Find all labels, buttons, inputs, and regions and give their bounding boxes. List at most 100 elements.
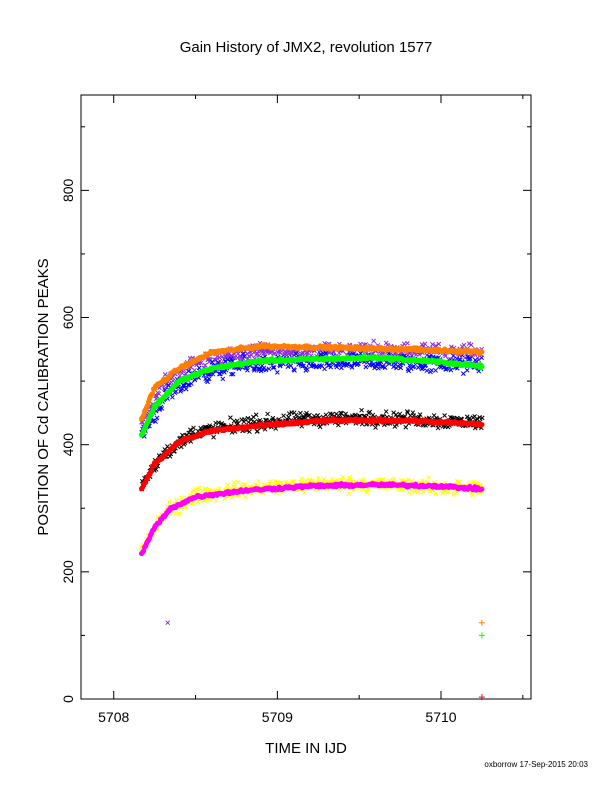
- chart-title: Gain History of JMX2, revolution 1577: [180, 39, 433, 56]
- data-point: [249, 352, 254, 358]
- data-point: [391, 476, 397, 482]
- data-point: [433, 491, 439, 496]
- data-point: [471, 479, 476, 485]
- data-point: [270, 365, 276, 370]
- data-point: [298, 410, 303, 416]
- data-point: [464, 367, 470, 373]
- data-point: [253, 412, 259, 418]
- data-point: [467, 356, 473, 361]
- data-point: [461, 371, 466, 376]
- data-point: [322, 366, 327, 372]
- data-point: [454, 356, 460, 362]
- data-point: [307, 412, 312, 418]
- data-point: [206, 376, 212, 382]
- data-point: [245, 367, 250, 373]
- data-point: [479, 415, 485, 421]
- data-point: [271, 365, 277, 370]
- data-point: [210, 371, 216, 377]
- data-point: [189, 381, 194, 387]
- data-point: [167, 499, 172, 505]
- data-point: [461, 342, 467, 348]
- data-point: [242, 417, 247, 422]
- data-point: [479, 355, 484, 361]
- data-point: [344, 361, 350, 367]
- data-point: [416, 352, 422, 357]
- data-point: [256, 478, 261, 484]
- data-point: [265, 411, 270, 417]
- series-5: [138, 416, 485, 492]
- data-point: [153, 419, 158, 424]
- data-point: [159, 406, 165, 411]
- data-point: [230, 371, 236, 377]
- data-point: [420, 489, 426, 495]
- data-point: [243, 494, 248, 500]
- data-point: [173, 389, 179, 394]
- x-tick-label: 5708: [98, 709, 129, 725]
- x-axis-label: TIME IN IJD: [265, 740, 347, 757]
- data-point: [452, 490, 457, 496]
- data-point: [328, 364, 334, 370]
- data-point: [407, 363, 412, 368]
- data-point: [149, 391, 156, 397]
- data-point: [179, 386, 185, 392]
- data-point: [358, 341, 363, 347]
- data-point: [174, 498, 179, 503]
- data-point: [192, 377, 198, 383]
- data-point: [202, 487, 208, 492]
- y-tick-label: 800: [60, 178, 76, 202]
- data-point: [317, 424, 323, 430]
- data-point: [263, 417, 268, 423]
- data-point: [272, 350, 278, 356]
- data-point: [211, 434, 216, 440]
- x-tick-label: 5709: [262, 709, 293, 725]
- data-point: [417, 412, 423, 417]
- data-point: [240, 351, 246, 357]
- data-point: [213, 498, 219, 503]
- data-point: [252, 366, 258, 372]
- data-point: [300, 350, 306, 356]
- data-point: [215, 360, 221, 365]
- data-point: [209, 359, 215, 365]
- data-point: [179, 495, 185, 500]
- data-point: [177, 511, 182, 516]
- data-point: [288, 363, 294, 369]
- data-point: [263, 367, 269, 373]
- data-point: [426, 475, 431, 481]
- data-point: [230, 495, 235, 500]
- data-point: [470, 492, 476, 498]
- data-point: [173, 510, 179, 516]
- y-axis-label: POSITION OF Cd CALIBRATION PEAKS: [35, 258, 52, 535]
- data-point: [442, 413, 447, 418]
- data-point: [321, 476, 327, 482]
- series-2: [138, 341, 485, 422]
- outliers: [165, 619, 485, 701]
- data-point: [202, 362, 208, 368]
- data-point: [433, 368, 438, 373]
- data-point: [266, 366, 272, 372]
- data-point: [445, 489, 451, 495]
- data-point: [323, 350, 329, 356]
- data-point: [293, 351, 299, 357]
- data-point: [153, 467, 159, 472]
- data-point: [281, 413, 286, 419]
- y-tick-label: 600: [60, 306, 76, 330]
- data-point: [448, 367, 454, 373]
- data-point: [301, 489, 307, 495]
- data-point: [346, 491, 352, 496]
- y-tick-label: 400: [60, 433, 76, 457]
- data-point: [363, 364, 369, 370]
- data-point: [225, 482, 230, 488]
- data-point: [405, 340, 410, 346]
- data-point: [315, 413, 321, 418]
- data-point: [182, 383, 187, 388]
- data-point: [466, 356, 472, 362]
- data-point: [186, 430, 192, 436]
- data-point: [140, 412, 147, 419]
- data-point: [304, 410, 309, 416]
- data-point: [190, 500, 196, 506]
- data-point: [457, 357, 463, 362]
- data-point: [222, 496, 227, 501]
- data-point: [456, 479, 462, 485]
- data-point: [208, 497, 214, 503]
